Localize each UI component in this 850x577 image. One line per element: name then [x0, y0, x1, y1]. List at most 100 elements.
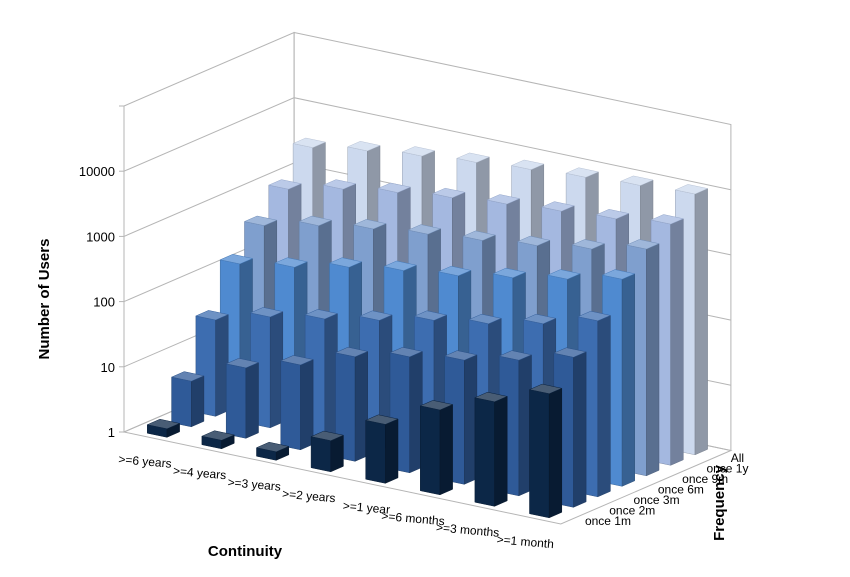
- bar-top: [267, 179, 302, 190]
- bar-side: [245, 362, 259, 439]
- bar: [364, 414, 399, 484]
- bar-top: [304, 309, 339, 320]
- z-tick-label: 10: [101, 360, 115, 375]
- bar-side: [330, 434, 344, 473]
- bar: [474, 391, 509, 507]
- bar-top: [571, 239, 606, 250]
- bar-top: [146, 418, 181, 430]
- bar-top: [443, 350, 478, 361]
- y-axis-title: Frequency: [711, 464, 728, 541]
- gridline: [123, 97, 732, 191]
- chart-labels: 1 10 100 1000 10000 >=6 years>=4 years>=3 yea…: [79, 164, 749, 551]
- bar-side: [191, 375, 205, 428]
- chart-bars: [146, 137, 709, 519]
- z-tick-label: 1000: [86, 229, 115, 244]
- y-category-label: once 3m: [634, 493, 680, 507]
- x-category-label: >=1 month: [496, 532, 554, 551]
- bar-top: [498, 350, 533, 361]
- y-category-label: once 1m: [585, 514, 631, 528]
- bar-top: [334, 346, 369, 358]
- bar-top: [510, 159, 545, 170]
- bar-top: [565, 167, 600, 178]
- bar-front: [365, 419, 386, 484]
- bar-front: [310, 436, 332, 473]
- bar-top: [243, 215, 278, 226]
- bar-top: [650, 214, 685, 225]
- bar-top: [310, 430, 345, 441]
- bar-front: [529, 389, 550, 519]
- bar-front: [420, 405, 441, 496]
- bar-front: [474, 397, 495, 507]
- bar-front: [225, 363, 247, 439]
- bar-side: [439, 404, 453, 496]
- y-category-label: once 9m: [682, 472, 728, 486]
- bar-front: [280, 360, 301, 451]
- bar-top: [358, 310, 393, 321]
- bar-top: [292, 137, 327, 148]
- bar-side: [494, 396, 508, 507]
- bar: [201, 430, 236, 450]
- x-axis-title: Continuity: [208, 543, 283, 560]
- bar-side: [573, 351, 587, 508]
- bar-top: [468, 313, 503, 325]
- bar-top: [522, 313, 557, 325]
- bar: [225, 358, 260, 439]
- bar-top: [546, 269, 581, 280]
- bar-top: [195, 310, 230, 321]
- bar-top: [462, 230, 497, 241]
- bar: [528, 383, 563, 519]
- bar-top: [419, 400, 454, 411]
- x-category-label: >=2 years: [282, 487, 336, 506]
- bar-side: [300, 359, 314, 451]
- bar-top: [619, 175, 654, 186]
- bar-top: [346, 141, 381, 152]
- bar-top: [298, 215, 333, 226]
- z-axis-title: Number of Users: [36, 239, 53, 360]
- bar: [255, 441, 290, 461]
- bar-top: [486, 194, 521, 205]
- bar-top: [352, 219, 387, 230]
- bar-top: [401, 146, 436, 157]
- bar-side: [548, 387, 563, 519]
- bar-top: [273, 257, 308, 268]
- bar-top: [552, 347, 587, 358]
- bar-top: [601, 269, 636, 280]
- z-tick-label: 100: [93, 295, 115, 310]
- bar-top: [674, 184, 709, 195]
- x-category-label: >=1 year: [342, 499, 390, 517]
- bar: [419, 400, 454, 496]
- y-category-label: once 6m: [658, 482, 704, 496]
- x-category-label: >=6 years: [118, 452, 172, 471]
- bar-top: [389, 347, 424, 358]
- bar-top: [456, 152, 491, 163]
- bar-top: [528, 383, 563, 394]
- bar-top: [201, 430, 236, 441]
- bar-top: [516, 235, 551, 246]
- x-category-label: >=3 years: [227, 475, 281, 494]
- z-tick-label: 10000: [79, 164, 115, 179]
- bar-top: [279, 355, 314, 366]
- bar: [170, 371, 205, 428]
- bar-top: [431, 187, 466, 199]
- bar-side: [694, 188, 708, 456]
- bar-side: [597, 315, 611, 498]
- bar-top: [540, 201, 575, 212]
- x-category-label: >=4 years: [172, 464, 226, 483]
- bar-side: [621, 273, 635, 487]
- y-category-label: once 1y: [706, 461, 748, 475]
- bar: [334, 346, 369, 462]
- bar: [279, 355, 314, 451]
- bar-top: [364, 414, 399, 425]
- bar-side: [646, 243, 660, 477]
- bar-front: [171, 376, 192, 428]
- y-category-label: All: [731, 451, 744, 465]
- bar-top: [255, 441, 290, 453]
- bar-top: [437, 265, 472, 277]
- bar: [310, 430, 345, 473]
- bar-top: [328, 257, 363, 268]
- bar-side: [385, 418, 399, 484]
- bar-top: [170, 371, 205, 382]
- bar-top: [377, 182, 412, 193]
- bar-side: [670, 218, 684, 466]
